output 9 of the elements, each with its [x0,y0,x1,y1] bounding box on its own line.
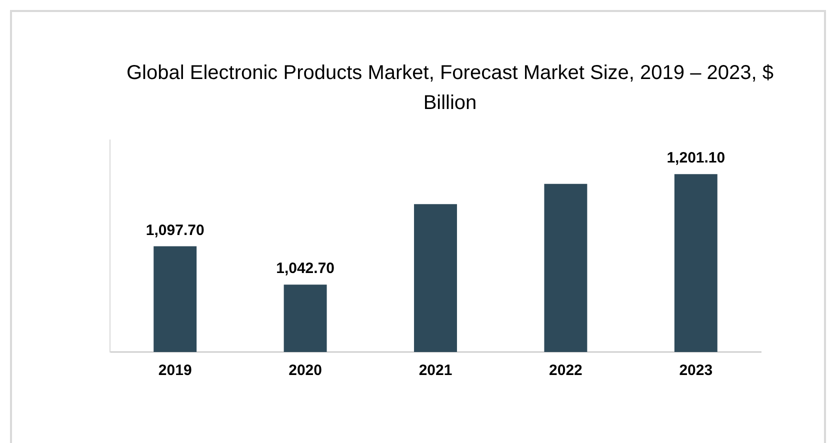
chart-title: Global Electronic Products Market, Forecast Market Size, 2019 – 2023, $ Billion [126,61,774,116]
x-tick-label: 2019 [158,362,192,380]
x-tick-label: 2020 [288,362,322,380]
x-tick-label: 2021 [418,362,452,380]
data-label: 1,042.70 [276,260,334,278]
data-label: 1,097.70 [146,222,204,239]
x-tick-label: 2023 [679,362,713,380]
data-label: 1,201.10 [666,150,726,167]
x-tick-label: 2022 [549,362,582,380]
